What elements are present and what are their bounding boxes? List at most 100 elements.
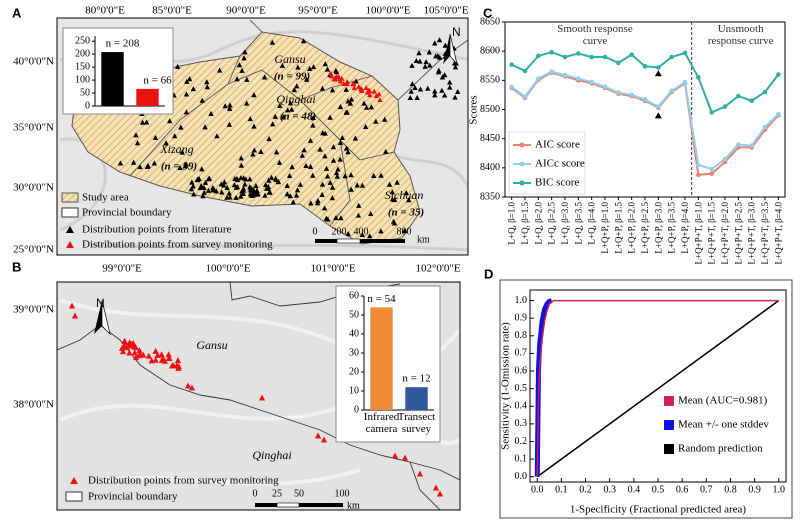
scale-bar: 0 25 50 100 km — [253, 488, 361, 511]
occurrence-point — [140, 351, 147, 358]
occurrence-point — [196, 175, 202, 181]
scale-bar: 0 200 400 800 km — [313, 226, 431, 245]
occurrence-point — [417, 86, 424, 92]
bar — [405, 387, 428, 410]
x-tick-label: L+Q+P, β=2.5 — [640, 202, 650, 254]
occurrence-point — [329, 184, 336, 190]
x-tick-label: L+Q, β=2.0 — [533, 202, 543, 245]
annotation: Smooth response curve — [557, 24, 633, 47]
occurrence-point — [391, 452, 399, 459]
legend-swatch — [61, 207, 79, 218]
occurrence-point — [351, 85, 357, 91]
data-point — [509, 84, 514, 90]
x-tick-label: L+Q+P, β=2.0 — [627, 202, 637, 254]
occurrence-point — [266, 135, 272, 142]
map-frame — [56, 17, 469, 256]
occurrence-point — [172, 133, 178, 139]
value-label: n = 54 — [367, 293, 396, 305]
occurrence-point — [152, 356, 159, 363]
panel-label: A — [12, 5, 22, 20]
occurrence-point — [269, 121, 276, 127]
y-tick-label: 0 — [85, 100, 90, 111]
occurrence-point — [345, 231, 351, 237]
occurrence-point — [436, 490, 444, 497]
occurrence-point — [186, 76, 193, 82]
occurrence-point — [158, 351, 165, 358]
occurrence-point — [343, 86, 349, 92]
region-name: Qinghai — [276, 92, 315, 106]
occurrence-point — [373, 92, 380, 99]
x-tick-label: L+Q+P+T, β=3.5 — [760, 202, 770, 265]
data-point — [589, 79, 594, 85]
occurrence-point — [432, 40, 438, 46]
longitude-label: 80°0'0"E — [85, 5, 125, 17]
y-tick-label: 50 — [349, 309, 359, 320]
annotation: Transect survey — [397, 412, 436, 435]
occurrence-point — [427, 62, 433, 68]
occurrence-point — [348, 172, 354, 178]
occurrence-point — [132, 354, 140, 361]
occurrence-point — [319, 181, 326, 187]
occurrence-point — [442, 42, 448, 48]
data-point — [536, 53, 541, 59]
data-point — [509, 62, 514, 67]
x-tick-label: 0.4 — [628, 484, 641, 495]
occurrence-point — [354, 182, 360, 188]
occurrence-point — [310, 172, 316, 178]
x-tick-label: L+Q+P, β=3.0 — [653, 202, 663, 254]
occurrence-point — [232, 175, 238, 182]
occurrence-point — [234, 184, 241, 190]
occurrence-point — [317, 146, 323, 152]
occurrence-point — [258, 394, 266, 401]
occurrence-point — [214, 133, 220, 139]
occurrence-point — [303, 162, 309, 168]
occurrence-point — [342, 173, 348, 179]
occurrence-point — [401, 227, 408, 234]
occurrence-point — [273, 149, 280, 155]
legend-label: Provincial boundary — [82, 207, 172, 219]
occurrence-point — [117, 160, 124, 166]
scale-label: 25 — [272, 488, 282, 499]
occurrence-point — [378, 172, 384, 178]
occurrence-point — [412, 84, 418, 90]
y-tick-label: 0.7 — [515, 348, 528, 359]
occurrence-point — [366, 87, 372, 93]
region-name: Gansu — [196, 338, 227, 352]
legend-swatch — [519, 142, 525, 148]
scale-label: 200 — [332, 226, 347, 237]
occurrence-point — [284, 107, 291, 113]
data-point — [549, 50, 554, 55]
annotation: Unsmooth response curve — [707, 24, 774, 47]
latitude-label: 39°0'0"N — [13, 304, 54, 316]
data-point — [736, 93, 741, 99]
region-name: Sichuan — [385, 188, 424, 202]
occurrence-point — [307, 137, 314, 143]
y-tick-label: 50 — [80, 87, 90, 98]
x-tick-label: L+Q, β=1.5 — [520, 202, 530, 245]
occurrence-point — [322, 61, 329, 67]
occurrence-point — [183, 109, 190, 115]
legend-label: Random prediction — [678, 443, 763, 455]
occurrence-point — [386, 181, 393, 187]
occurrence-point — [338, 215, 344, 221]
occurrence-point — [327, 179, 333, 185]
occurrence-point — [335, 166, 341, 172]
x-axis-label: 1-Specificity (Fractional predicted area… — [570, 504, 747, 516]
occurrence-point — [239, 67, 245, 73]
occurrence-point — [286, 172, 293, 178]
occurrence-point — [175, 364, 182, 371]
occurrence-point — [188, 186, 195, 192]
scale-label: 50 — [294, 488, 304, 499]
north-label: N — [452, 25, 461, 39]
legend-label: Mean (AUC=0.981) — [678, 395, 768, 407]
data-point — [576, 51, 581, 56]
occurrence-point — [188, 384, 196, 391]
occurrence-point — [436, 37, 443, 43]
occurrence-point — [368, 210, 374, 216]
occurrence-point — [333, 69, 340, 75]
y-tick-label: 0.3 — [515, 418, 528, 429]
occurrence-point — [119, 348, 127, 355]
y-tick-label: 250 — [75, 35, 90, 46]
occurrence-point — [244, 76, 250, 82]
distribution-points — [117, 37, 461, 239]
